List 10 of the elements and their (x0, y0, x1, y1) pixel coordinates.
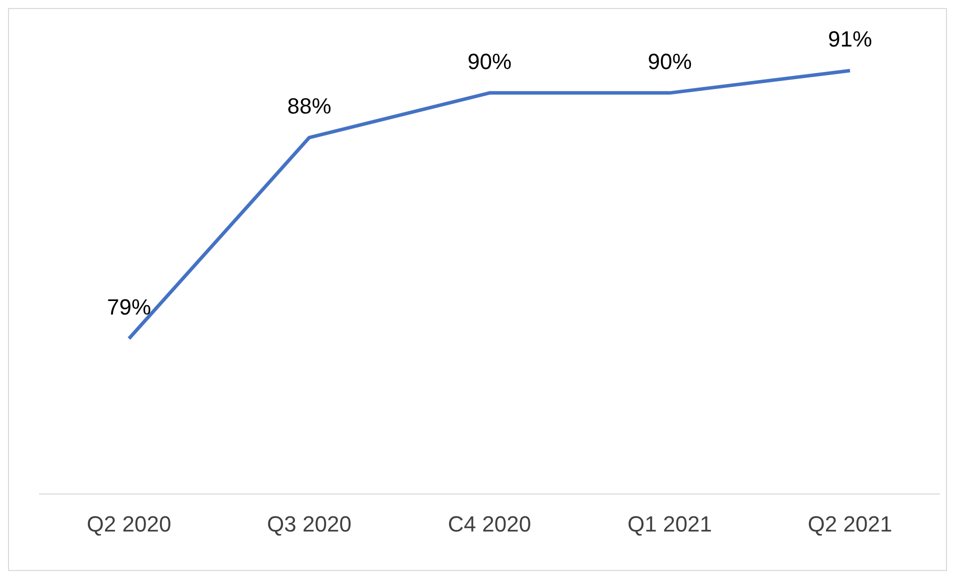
data-label: 79% (106, 294, 152, 320)
data-label: 90% (648, 48, 692, 74)
x-tick-label: Q1 2021 (628, 512, 712, 537)
x-tick-label: Q2 2021 (808, 512, 892, 537)
x-tick-label: C4 2020 (448, 512, 532, 537)
x-tick-label: Q3 2020 (267, 512, 352, 537)
data-label: 90% (467, 48, 512, 74)
data-label: 88% (287, 94, 332, 119)
data-label: 91% (828, 26, 872, 52)
x-tick-label: Q2 2020 (86, 512, 172, 537)
